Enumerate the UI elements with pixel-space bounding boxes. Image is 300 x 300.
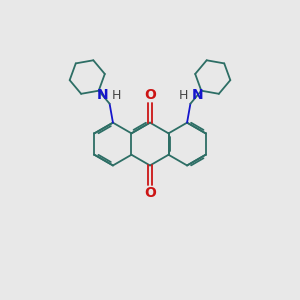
Text: O: O (144, 186, 156, 200)
Text: N: N (97, 88, 108, 102)
Text: O: O (144, 88, 156, 102)
Text: H: H (179, 89, 189, 102)
Text: N: N (192, 88, 203, 102)
Text: H: H (111, 89, 121, 102)
